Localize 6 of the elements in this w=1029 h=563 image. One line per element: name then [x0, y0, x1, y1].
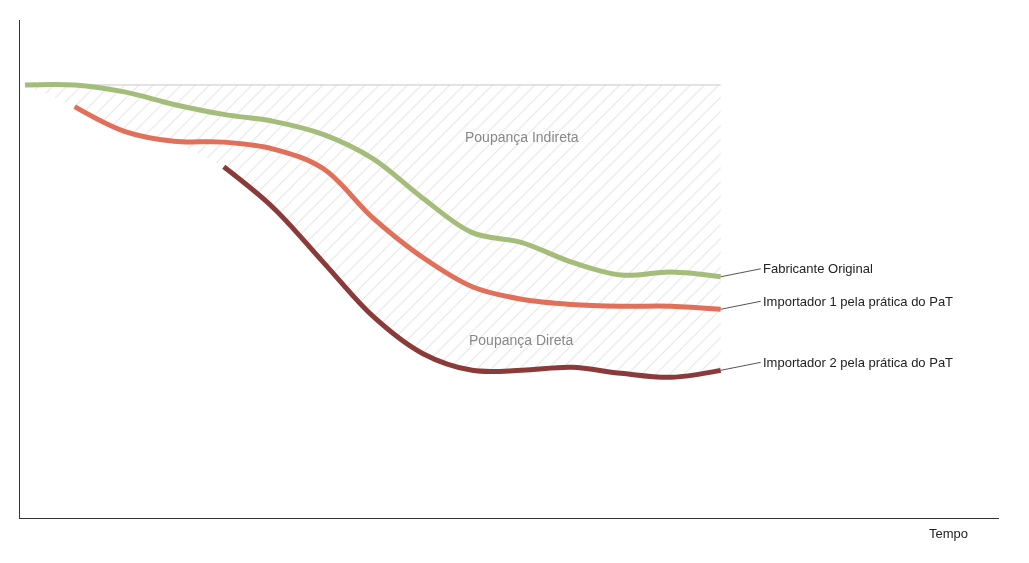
- text: Fabricante Original: [763, 261, 873, 276]
- text: Tempo: [929, 526, 969, 541]
- text: Importador 1 pela prática do PaT: [763, 294, 954, 309]
- text: Importador 2 pela prática do PaT: [763, 355, 954, 370]
- annotation: Poupança Indireta: [465, 129, 579, 145]
- annotation: Poupança Direta: [469, 332, 574, 348]
